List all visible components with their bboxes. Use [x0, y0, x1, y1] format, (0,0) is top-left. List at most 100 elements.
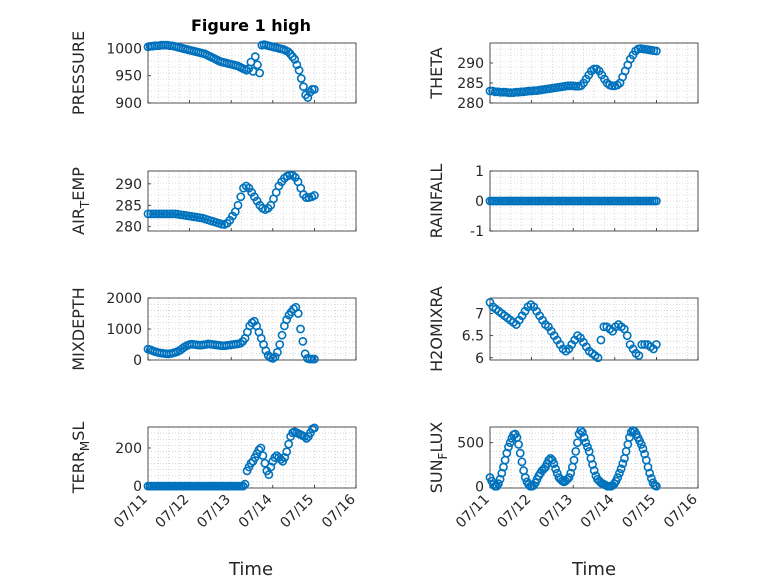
data-point: [645, 468, 655, 478]
y-tick-label: 0: [133, 479, 142, 495]
data-point: [618, 459, 628, 468]
data-point: [569, 455, 579, 465]
y-tick-label: 0: [475, 194, 484, 210]
axes-box: [489, 297, 699, 361]
y-axis-label: PRESSURE: [69, 31, 88, 115]
data-point: [573, 438, 582, 448]
y-tick-label: 290: [457, 56, 484, 72]
data-point: [275, 340, 285, 349]
x-tick-label: 07/12: [153, 492, 193, 532]
y-tick-label: 500: [457, 436, 484, 452]
axes-box: [147, 426, 357, 489]
y-tick-label: 285: [115, 198, 142, 214]
data-point: [309, 191, 319, 200]
y-axis-label: RAINFALL: [427, 164, 446, 239]
data-point: [637, 340, 647, 349]
data-point: [236, 192, 246, 202]
x-tick-label: 07/14: [236, 491, 276, 531]
data-point: [246, 458, 256, 468]
data-point: [581, 438, 591, 448]
y-tick-label: 0: [475, 479, 484, 495]
y-tick-label: 200: [115, 441, 142, 457]
data-point: [159, 209, 169, 219]
data-point: [625, 433, 634, 442]
data-point: [273, 347, 282, 357]
data-point: [168, 209, 177, 219]
data-point: [249, 316, 259, 326]
data-point: [652, 340, 661, 349]
y-axis-label: SUNFLUX: [427, 422, 450, 494]
data-point: [290, 54, 300, 64]
data-point: [517, 457, 527, 467]
data-point: [309, 423, 319, 433]
data-point: [514, 440, 523, 449]
x-tick-label: 07/15: [277, 492, 317, 532]
data-point: [256, 443, 266, 453]
data-point: [515, 448, 525, 458]
x-tick-label: 07/13: [536, 492, 576, 532]
data-point: [520, 473, 530, 482]
subplot-top-left: 900 950 1000 PRESSURE: [69, 31, 357, 115]
y-tick-label: 6: [475, 351, 484, 367]
data-point: [157, 209, 167, 219]
data-point: [277, 330, 287, 340]
data-point: [154, 209, 164, 219]
y-tick-label: -1: [470, 224, 484, 240]
data-point: [250, 52, 260, 62]
data-point: [300, 432, 309, 441]
data-point: [258, 451, 268, 460]
figure-title: Figure 1 high: [191, 16, 311, 35]
y-axis-label: TERRMSL: [69, 422, 92, 495]
subplot-top-right: 280 285 290 THETA: [427, 42, 699, 112]
axes-box: [489, 426, 699, 489]
x-tick-label: 07/11: [111, 492, 151, 532]
data-point: [296, 74, 306, 83]
data-point: [571, 81, 581, 91]
subplot-row3-right: 6 6.5 7 H2OMIXRA: [427, 286, 699, 372]
y-tick-label: 280: [115, 220, 142, 236]
axes-box: [147, 170, 357, 232]
x-tick-label: 07/12: [495, 492, 535, 532]
data-point: [151, 209, 161, 219]
data-point: [298, 336, 308, 346]
data-point: [593, 353, 603, 363]
x-tick-label: 07/15: [619, 492, 659, 532]
data-point: [282, 315, 292, 325]
y-axis-label: H2OMIXRA: [427, 286, 446, 372]
data-point: [551, 464, 560, 474]
data-point: [589, 64, 599, 74]
data-point: [261, 346, 271, 356]
data-point: [283, 47, 293, 57]
y-tick-label: 1000: [106, 322, 142, 338]
data-point: [638, 444, 648, 454]
subplot-row2-right: -1 0 1 RAINFALL: [427, 164, 699, 240]
y-tick-label: 950: [115, 69, 142, 85]
data-point: [576, 426, 586, 435]
subplot-row2-left: 280 285 290 AIRTEMP: [69, 167, 357, 236]
y-tick-label: 1: [475, 164, 484, 180]
data-point: [571, 446, 581, 456]
data-point: [302, 434, 311, 443]
data-point: [549, 459, 559, 468]
data-point: [294, 65, 304, 75]
x-tick-label: 07/14: [578, 491, 618, 531]
y-axis-label: AIRTEMP: [69, 167, 92, 235]
y-tick-label: 7: [475, 307, 484, 323]
axes-box: [147, 42, 357, 104]
data-point: [233, 200, 243, 210]
data-point: [282, 447, 292, 457]
data-point: [293, 309, 303, 318]
x-tick-label: 07/16: [319, 491, 359, 531]
data-point: [622, 331, 632, 341]
data-point: [266, 462, 276, 472]
data-point: [494, 479, 503, 489]
data-point: [607, 81, 617, 91]
y-axis-label: MIXDEPTH: [69, 287, 88, 370]
data-point: [238, 481, 248, 491]
data-point: [270, 352, 280, 362]
data-point: [236, 338, 245, 348]
data-point: [615, 468, 624, 478]
